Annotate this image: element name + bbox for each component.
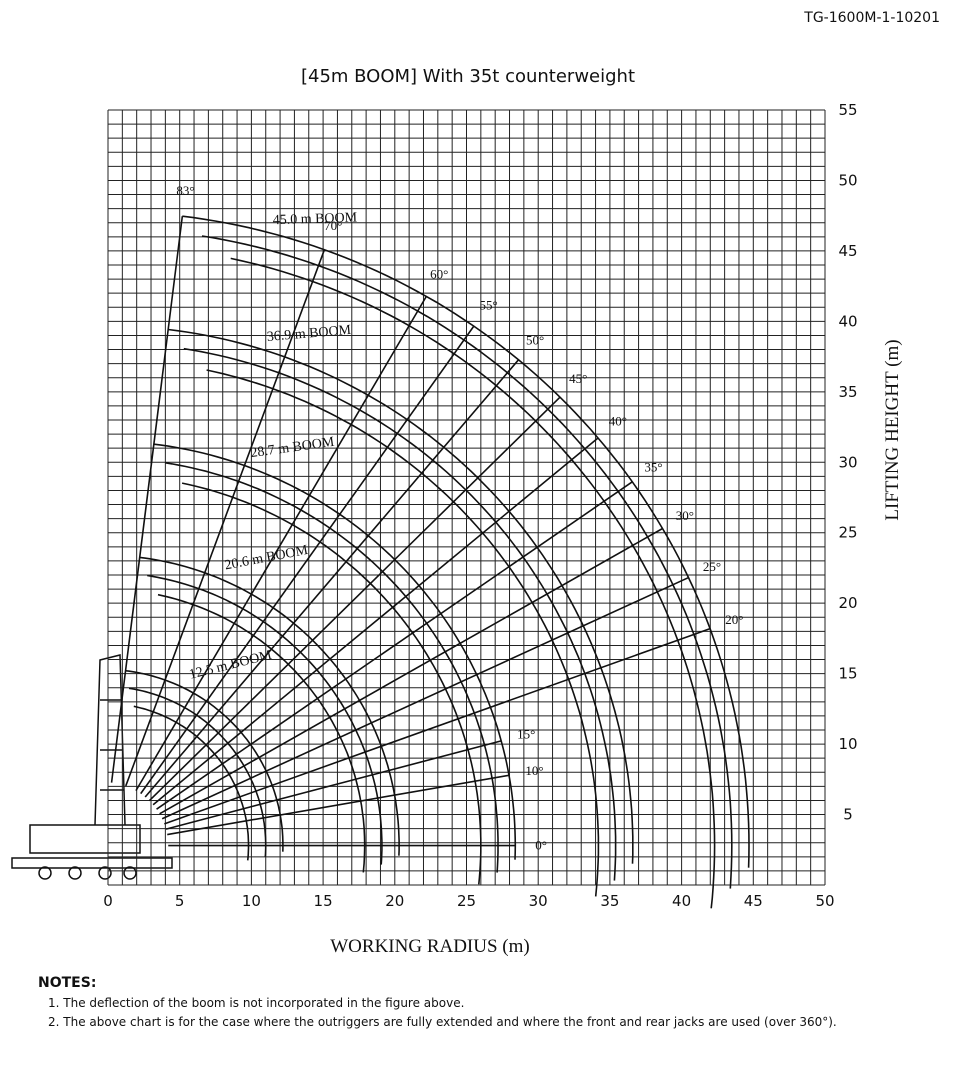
angle-line	[135, 296, 428, 792]
x-tick-label: 50	[815, 892, 834, 910]
angle-label: 10°	[525, 763, 543, 778]
boom-arc	[201, 235, 733, 889]
y-tick-label: 5	[843, 806, 853, 824]
angle-label: 25°	[703, 559, 721, 574]
x-tick-label: 45	[744, 892, 763, 910]
angle-line	[125, 249, 326, 787]
angle-line	[140, 325, 475, 795]
boom-arc	[139, 556, 400, 856]
title: [45m BOOM] With 35t counterweight	[301, 66, 635, 87]
crane	[11, 654, 173, 880]
notes-heading: NOTES:	[38, 975, 97, 991]
y-tick-label: 45	[838, 242, 857, 260]
note-item: 2. The above chart is for the case where…	[48, 1015, 837, 1029]
angle-label: 45°	[569, 371, 587, 386]
angle-label: 30°	[676, 508, 694, 523]
x-tick-label: 0	[103, 892, 113, 910]
boom-arc	[181, 482, 482, 885]
angle-line	[144, 359, 520, 798]
angle-label: 70°	[324, 218, 342, 233]
boom-arc	[153, 443, 517, 860]
boom-arc	[206, 369, 600, 897]
boom-arc	[133, 705, 250, 861]
y-tick-label: 35	[838, 383, 857, 401]
x-tick-label: 40	[672, 892, 691, 910]
doc-id: TG-1600M-1-10201	[803, 10, 940, 26]
angle-label: 35°	[644, 459, 662, 474]
x-tick-label: 5	[175, 892, 185, 910]
boom-label: 36.9 m BOOM	[266, 323, 352, 345]
boom-arc	[183, 347, 617, 881]
angle-label: 15°	[517, 726, 535, 741]
boom-arc	[165, 462, 499, 873]
angle-line	[110, 216, 184, 783]
angle-line	[165, 740, 502, 830]
angle-line	[159, 527, 663, 815]
angle-label: 50°	[526, 332, 544, 347]
y-tick-label: 55	[838, 101, 857, 119]
boom-label: 45.0 m BOOM	[273, 211, 358, 229]
angle-label: 0°	[535, 838, 547, 853]
x-tick-label: 30	[529, 892, 548, 910]
boom-arc	[182, 215, 750, 868]
angle-label: 83°	[176, 183, 194, 198]
angle-label: 60°	[430, 266, 448, 281]
angle-label: 20°	[725, 612, 743, 627]
angle-line	[152, 437, 599, 806]
angle-line	[156, 481, 633, 810]
x-tick-label: 10	[242, 892, 261, 910]
y-tick-label: 30	[838, 453, 857, 471]
boom-label: 12.5 m BOOM	[188, 648, 274, 683]
boom-range	[110, 215, 750, 909]
angle-line	[167, 774, 510, 836]
angle-line	[164, 627, 711, 825]
grid	[107, 109, 826, 886]
y-axis-label: LIFTING HEIGHT (m)	[882, 339, 903, 520]
boom-arc	[125, 669, 284, 852]
y-tick-label: 50	[838, 171, 857, 189]
y-tick-label: 40	[838, 312, 857, 330]
angle-label: 55°	[480, 297, 498, 312]
y-tick-label: 10	[838, 735, 857, 753]
x-tick-label: 20	[385, 892, 404, 910]
x-axis-label: WORKING RADIUS (m)	[330, 936, 529, 957]
notes: NOTES: 1. The deflection of the boom is …	[38, 975, 918, 1033]
y-tick-label: 25	[838, 524, 857, 542]
boom-arc	[168, 328, 634, 864]
angle-label: 40°	[609, 414, 627, 429]
boom-arc	[230, 257, 716, 909]
angle-line	[161, 576, 689, 820]
y-tick-label: 20	[838, 594, 857, 612]
x-tick-label: 15	[314, 892, 333, 910]
note-item: 1. The deflection of the boom is not inc…	[48, 996, 465, 1010]
diagram: TG-1600M-1-10201 [45m BOOM] With 35t cou…	[11, 10, 940, 957]
boom-arc	[157, 593, 366, 873]
x-tick-label: 25	[457, 892, 476, 910]
y-tick-label: 15	[838, 665, 857, 683]
angle-line	[148, 396, 561, 802]
x-tick-label: 35	[600, 892, 619, 910]
